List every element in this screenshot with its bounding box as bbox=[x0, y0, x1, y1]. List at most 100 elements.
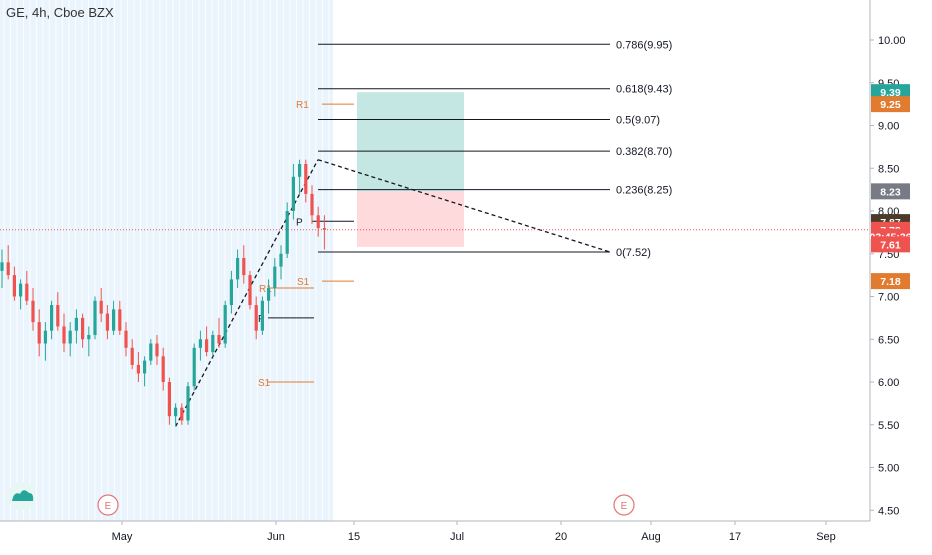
price-badge bbox=[871, 273, 910, 290]
time-tick-label: 17 bbox=[729, 531, 741, 543]
earnings-marker-label: E bbox=[105, 501, 112, 512]
pivot-label: S1 bbox=[297, 277, 310, 288]
candle-body bbox=[37, 322, 41, 344]
price-badge bbox=[871, 236, 910, 253]
candle-body bbox=[186, 386, 190, 421]
price-badge-label: 7.18 bbox=[880, 276, 901, 288]
price-tick-label: 6.50 bbox=[878, 334, 899, 346]
candle-body bbox=[310, 193, 314, 216]
candle-body bbox=[149, 343, 153, 361]
candle-body bbox=[316, 215, 320, 229]
pivot-label: S1 bbox=[258, 378, 271, 389]
candle-body bbox=[242, 258, 246, 276]
price-tick-label: 4.50 bbox=[878, 505, 899, 517]
candle-body bbox=[50, 305, 54, 331]
price-tick-label: 5.50 bbox=[878, 420, 899, 432]
profit-zone bbox=[357, 92, 464, 192]
time-tick-label: May bbox=[112, 531, 133, 543]
candle-body bbox=[62, 326, 66, 344]
price-badge-label: 9.25 bbox=[880, 99, 901, 111]
earnings-marker-icon bbox=[97, 494, 119, 516]
fib-level-label: 0.382(8.70) bbox=[616, 146, 672, 158]
candle-body bbox=[74, 317, 78, 331]
candle-body bbox=[211, 334, 215, 353]
time-tick-label: 20 bbox=[555, 531, 567, 543]
time-tick-label: Jun bbox=[267, 531, 285, 543]
candle-body bbox=[105, 313, 109, 331]
price-tick-label: 6.00 bbox=[878, 377, 899, 389]
candle-body bbox=[87, 334, 91, 340]
candle-body bbox=[180, 407, 184, 421]
price-tick-label: 9.00 bbox=[878, 121, 899, 133]
candle-body bbox=[81, 317, 85, 340]
candle-body bbox=[223, 305, 227, 344]
candle-body bbox=[6, 262, 10, 276]
candle-body bbox=[291, 176, 295, 211]
earnings-marker-label: E bbox=[621, 501, 628, 512]
candle-body bbox=[248, 275, 252, 306]
time-tick-label: Jul bbox=[450, 531, 464, 543]
candle-body bbox=[68, 330, 72, 344]
candle-body bbox=[43, 330, 47, 344]
candle-body bbox=[99, 300, 103, 314]
candle-body bbox=[254, 305, 258, 331]
candle-body bbox=[192, 347, 196, 387]
price-tick-label: 10.00 bbox=[878, 35, 906, 47]
time-tick-label: Aug bbox=[641, 531, 661, 543]
candle-body bbox=[298, 163, 302, 177]
fib-level-label: 0.236(8.25) bbox=[616, 185, 672, 197]
candle-body bbox=[260, 300, 264, 331]
candle-body bbox=[236, 258, 240, 280]
price-tick-label: 5.00 bbox=[878, 463, 899, 475]
candle-body bbox=[118, 309, 122, 331]
candle-body bbox=[322, 228, 326, 230]
pivot-label: R1 bbox=[296, 100, 309, 111]
pivot-label: R1 bbox=[259, 284, 272, 295]
candle-body bbox=[12, 275, 16, 297]
price-tick-label: 8.50 bbox=[878, 163, 899, 175]
earnings-marker-icon bbox=[613, 494, 635, 516]
loss-zone bbox=[357, 191, 464, 247]
fib-level-label: 0.786(9.95) bbox=[616, 39, 672, 51]
candle-body bbox=[31, 300, 35, 323]
price-badge bbox=[871, 183, 910, 200]
fib-trend-line bbox=[175, 159, 319, 427]
time-tick-label: 15 bbox=[348, 531, 360, 543]
candle-body bbox=[304, 163, 308, 194]
candle-body bbox=[143, 360, 147, 374]
price-badge bbox=[871, 96, 910, 113]
fib-retrace-line bbox=[317, 159, 611, 253]
candle-body bbox=[174, 407, 178, 417]
pivot-label: P bbox=[296, 217, 303, 228]
candle-body bbox=[229, 279, 233, 306]
candle-body bbox=[112, 309, 116, 331]
candle-body bbox=[285, 211, 289, 254]
tradingview-cloud-shape bbox=[12, 490, 34, 501]
time-tick-label: Sep bbox=[816, 531, 836, 543]
candle-body bbox=[267, 287, 271, 301]
candle-body bbox=[217, 334, 221, 344]
price-badge-label: 8.23 bbox=[880, 186, 901, 198]
price-badge-label: 7.61 bbox=[880, 239, 901, 251]
chart-title: GE, 4h, Cboe BZX bbox=[6, 5, 114, 20]
candle-body bbox=[56, 305, 60, 327]
candle-body bbox=[273, 266, 277, 288]
candle-body bbox=[93, 300, 97, 335]
candle-body bbox=[198, 339, 202, 348]
candle-body bbox=[19, 283, 23, 297]
candle-body bbox=[25, 283, 29, 301]
candle-body bbox=[161, 356, 165, 382]
candle-body bbox=[130, 347, 134, 365]
price-tick-label: 7.00 bbox=[878, 292, 899, 304]
fib-level-label: 0(7.52) bbox=[616, 247, 651, 259]
candle-body bbox=[205, 339, 209, 353]
candle-body bbox=[0, 262, 4, 271]
candle-body bbox=[136, 364, 140, 374]
candle-body bbox=[155, 343, 159, 357]
candle-body bbox=[124, 330, 128, 348]
candle-body bbox=[279, 253, 283, 267]
fib-level-label: 0.5(9.07) bbox=[616, 115, 660, 127]
candle-body bbox=[167, 382, 171, 417]
fib-level-label: 0.618(9.43) bbox=[616, 84, 672, 96]
